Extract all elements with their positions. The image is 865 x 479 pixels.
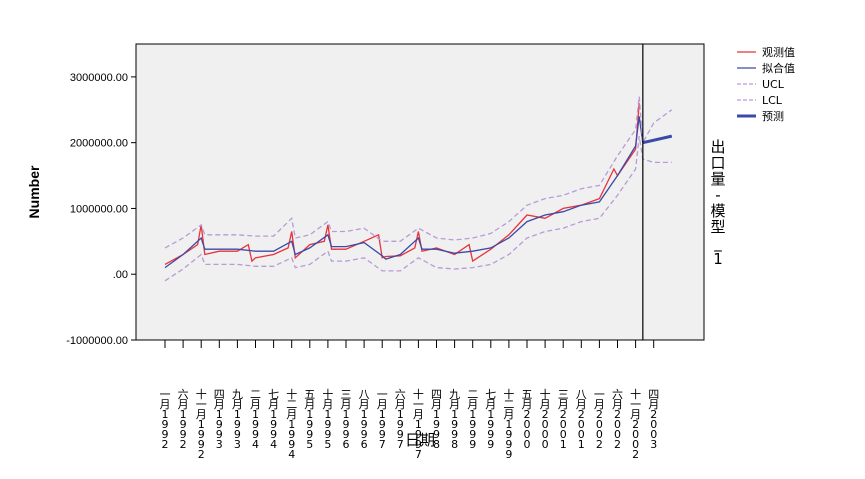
x-tick-label: 七月 1 9 9 4: [268, 388, 279, 451]
x-tick-label: 三月 2 0 0 1: [558, 388, 569, 451]
x-tick-label: 十二月 1 9 9 4: [286, 387, 297, 461]
x-tick-label: 三月 1 9 9 6: [341, 388, 352, 451]
y-tick-label: 3000000.00: [70, 72, 128, 84]
legend-label: 预测: [762, 110, 784, 123]
series-line-3: [164, 96, 673, 249]
x-tick-label: 一月 2 0 0 2: [594, 388, 605, 451]
x-tick-label: 九月 1 9 9 3: [232, 388, 243, 451]
panel-label-text: 出口量-模型_ 1: [710, 138, 725, 268]
series-line-2: [164, 116, 644, 269]
x-tick-label: 一月 1 9 9 2: [160, 388, 171, 451]
y-tick-label: .00: [113, 269, 128, 281]
y-tick-label: 2000000.00: [70, 138, 128, 150]
legend-label: 观测值: [762, 46, 795, 59]
legend-label: 拟合值: [762, 61, 795, 75]
x-tick-label: 一月 1 9 9 7: [377, 388, 388, 451]
y-tick-label: 1000000.00: [70, 203, 128, 215]
legend-label: LCL: [762, 94, 783, 107]
x-tick-label: 十一月 1 9 9 7: [413, 387, 424, 461]
x-axis-title: 日期: [405, 431, 435, 449]
x-tick-label: 二月 1 9 9 4: [250, 388, 261, 451]
x-tick-label: 九月 1 9 9 8: [449, 388, 460, 451]
x-tick-label: 八月 1 9 9 6: [359, 388, 370, 451]
x-tick-label: 十月 2 0 0 0: [540, 387, 551, 451]
series-line-1: [164, 103, 640, 265]
x-tick-label: 十二月 1 9 9 9: [503, 387, 514, 461]
series-line-4: [164, 135, 672, 282]
y-axis-title: Number: [26, 165, 42, 218]
x-tick-label: 十月 1 9 9 5: [322, 387, 333, 451]
x-tick-label: 六月 2 0 0 2: [612, 388, 623, 451]
x-tick-label: 四月 1 9 9 3: [214, 388, 225, 451]
x-tick-label: 六月 1 9 9 7: [395, 388, 406, 451]
legend-label: UCL: [762, 78, 785, 91]
plot-background: [135, 43, 705, 341]
series-line-5: [642, 134, 673, 145]
x-tick-label: 十一月 1 9 9 2: [196, 387, 207, 461]
x-axis: 一月 1 9 9 2 六月 1 9 9 2 十一月 1 9 9 2 四月 1 9 9 3 九月 1 9 9 3 二月 1 9 9 4 七月 1…: [160, 340, 659, 461]
x-tick-label: 七月 1 9 9 9: [485, 388, 496, 451]
panel-label: 出口量-模型_ 1: [710, 138, 725, 268]
series-layer: [164, 96, 673, 282]
x-tick-label: 六月 1 9 9 2: [178, 388, 189, 451]
y-tick-label: -1000000.00: [66, 335, 128, 347]
x-tick-label: 五月 1 9 9 5: [304, 388, 315, 451]
x-tick-label: 十一月 2 0 0 2: [630, 387, 641, 461]
x-tick-label: 四月 1 9 9 8: [431, 388, 442, 451]
x-tick-label: 八月 2 0 0 1: [576, 388, 587, 451]
y-axis: 3000000.00 2000000.00 1000000.00 .00 -100000…: [66, 72, 136, 347]
x-tick-label: 五月 2 0 0 0: [522, 388, 533, 451]
x-tick-label: 四月 2 0 0 3: [648, 388, 659, 451]
x-tick-label: 二月 1 9 9 9: [467, 388, 478, 451]
